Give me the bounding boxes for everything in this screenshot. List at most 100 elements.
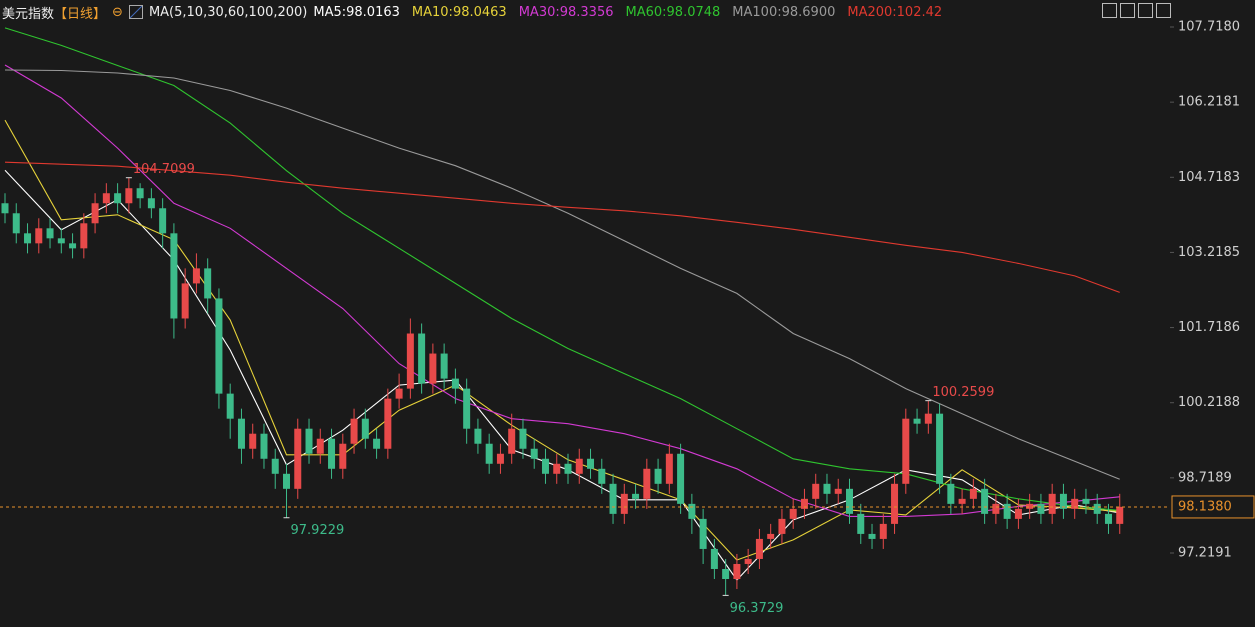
- period: 【日线】: [54, 6, 107, 22]
- tool-button[interactable]: [1120, 3, 1135, 18]
- tool-button[interactable]: [1138, 3, 1153, 18]
- y-tick-label: 101.7186: [1178, 320, 1240, 335]
- candle-body: [598, 468, 606, 484]
- ma-line: [4, 69, 1120, 480]
- candle-body: [564, 463, 572, 474]
- indicator: MA(5,10,30,60,100,200): [148, 4, 308, 20]
- candle-body: [947, 483, 955, 504]
- candle-body: [260, 433, 268, 459]
- candle-body: [969, 488, 977, 499]
- candle-body: [1059, 493, 1067, 509]
- candle-body: [519, 428, 527, 449]
- candle-body: [406, 333, 414, 389]
- candle-body: [891, 483, 899, 524]
- legend-entry: MA60:98.0748: [625, 4, 721, 20]
- candle-body: [1003, 503, 1011, 519]
- header: 美元指数 【日线】 ⊖ MA(5,10,30,60,100,200) MA5:9…: [2, 2, 942, 22]
- ma-line: [4, 27, 1120, 511]
- candle-body: [936, 413, 944, 484]
- candle-body: [69, 243, 77, 249]
- candle-body: [834, 488, 842, 494]
- ma-line: [4, 161, 1120, 293]
- candle-body: [609, 483, 617, 514]
- candle-body: [1037, 503, 1045, 514]
- candle-body: [463, 388, 471, 429]
- y-tick-label: 98.7189: [1178, 470, 1232, 485]
- candle-body: [114, 193, 122, 204]
- candle-body: [767, 533, 775, 539]
- candle-body: [24, 233, 32, 244]
- tool-button[interactable]: [1156, 3, 1171, 18]
- legend-entry: MA10:98.0463: [411, 4, 507, 20]
- candle-body: [80, 223, 88, 249]
- candle-body: [283, 473, 290, 489]
- annotation-label: 100.2599: [932, 385, 994, 400]
- candle-body: [868, 533, 876, 539]
- y-tick-label: 100.2188: [1178, 395, 1240, 410]
- candle-body: [812, 483, 820, 499]
- candle-body: [508, 428, 516, 454]
- candle-body: [46, 228, 54, 239]
- candle-body: [823, 483, 831, 494]
- y-tick-label: 104.7183: [1178, 170, 1240, 185]
- candle-body: [147, 198, 155, 209]
- candle-body: [496, 453, 504, 464]
- candle-body: [1116, 506, 1124, 524]
- candle-body: [350, 418, 358, 444]
- candle-body: [958, 498, 966, 504]
- candle-body: [361, 418, 369, 439]
- candle-body: [992, 503, 1000, 514]
- candle-body: [226, 393, 234, 419]
- candle-body: [271, 458, 279, 474]
- candle-body: [677, 453, 685, 504]
- candle-body: [1071, 498, 1079, 509]
- candle-body: [1014, 508, 1022, 519]
- legend-entry: MA5:98.0163: [313, 4, 400, 20]
- candle-body: [857, 513, 865, 534]
- candle-body: [575, 458, 583, 474]
- chart-title: 美元指数: [2, 6, 55, 22]
- candle-body: [451, 378, 459, 389]
- candle-body: [924, 413, 932, 424]
- toolbar: [1102, 3, 1171, 18]
- last-price-label: 98.1380: [1178, 499, 1232, 514]
- candle-body: [632, 493, 640, 499]
- candle-body: [879, 523, 887, 539]
- candle-body: [215, 298, 223, 394]
- candle-body: [249, 433, 257, 449]
- candle-body: [981, 488, 989, 514]
- candle-body: [789, 508, 797, 519]
- candle-body: [159, 208, 167, 234]
- indicator-icon[interactable]: [128, 5, 143, 19]
- candle-body: [699, 518, 707, 549]
- candle-body: [665, 453, 673, 484]
- candle-body: [204, 268, 212, 299]
- candle-body: [710, 548, 718, 569]
- tool-button[interactable]: [1102, 3, 1117, 18]
- candle-body: [316, 438, 324, 454]
- candle-body: [418, 333, 426, 384]
- candle-body: [1026, 503, 1034, 509]
- candle-body: [688, 503, 696, 519]
- y-tick-label: 107.7180: [1178, 20, 1240, 35]
- legend-entry: MA100:98.6900: [732, 4, 836, 20]
- candle-body: [1104, 513, 1112, 524]
- candle-body: [429, 353, 437, 384]
- candle-body: [294, 428, 302, 489]
- candle-body: [643, 468, 651, 499]
- candle-body: [722, 568, 730, 580]
- candle-body: [384, 398, 392, 449]
- candle-body: [553, 463, 561, 474]
- legend-entry: MA200:102.42: [847, 4, 943, 20]
- ma-line: [4, 169, 1120, 581]
- candle-body: [339, 443, 347, 469]
- legend: MA5:98.0163 MA10:98.0463 MA30:98.3356 MA60:…: [313, 5, 942, 20]
- candle-body: [587, 458, 595, 469]
- zoom-icon[interactable]: ⊖: [112, 4, 123, 20]
- candle-body: [541, 458, 549, 474]
- candle-body: [57, 238, 65, 244]
- y-tick-label: 106.2181: [1178, 95, 1240, 110]
- candle-body: [328, 438, 336, 469]
- candle-body: [800, 498, 808, 509]
